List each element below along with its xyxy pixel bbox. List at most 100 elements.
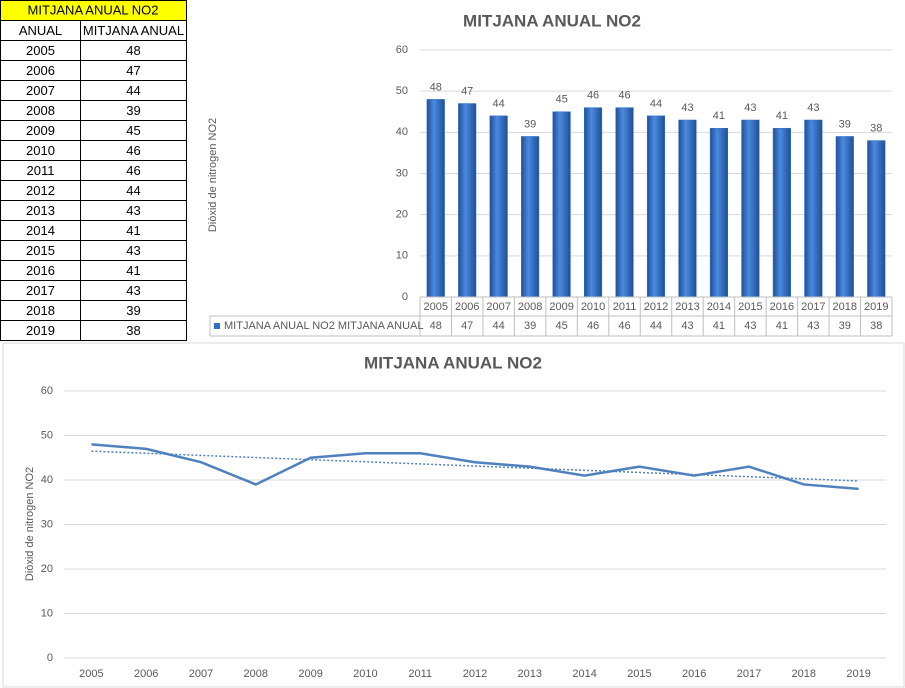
data-label: 47 [461,85,473,97]
table-value: 44 [493,320,505,332]
x-tick-label: 2006 [134,668,158,680]
x-tick-label: 2018 [833,301,857,313]
data-label: 44 [650,98,662,110]
bar [521,136,540,298]
x-tick-label: 2012 [644,301,668,313]
bar [741,119,760,298]
bar [426,99,445,298]
cell-text: 46 [126,143,140,158]
cell-text: 2008 [26,103,55,118]
data-label: 39 [524,118,536,130]
legend-label: MITJANA ANUAL NO2 MITJANA ANUAL [224,320,423,332]
bar [835,136,854,298]
cell-text: 45 [126,123,140,138]
cell-text: 2012 [26,183,55,198]
x-tick-label: 2014 [707,301,731,313]
y-axis-label: Diòxid de nitrogen NO2 [207,118,219,232]
y-tick-label: 10 [396,250,408,262]
x-tick-label: 2019 [846,668,870,680]
chart-frame [2,342,905,688]
x-tick-label: 2007 [486,301,510,313]
header-text: MITJANA ANUAL [83,23,184,38]
cell-text: 38 [126,323,140,338]
y-tick-label: 20 [41,563,53,575]
cell-text: 41 [126,223,140,238]
bar [615,107,634,298]
y-tick-label: 30 [41,518,53,530]
cell-text: 43 [126,243,140,258]
table-value: 39 [524,320,536,332]
cell-text: 2016 [26,263,55,278]
x-tick-label: 2016 [770,301,794,313]
cell-text: 43 [126,203,140,218]
y-tick-label: 40 [41,474,53,486]
data-label: 43 [744,102,756,114]
legend-marker [214,323,220,329]
x-tick-label: 2013 [518,668,542,680]
data-label: 41 [776,110,788,122]
x-tick-label: 2017 [737,668,761,680]
table-value: 46 [587,320,599,332]
table-value: 43 [681,320,693,332]
table-value: 44 [650,320,662,332]
cell-text: 2007 [26,83,55,98]
y-tick-label: 60 [41,385,53,397]
cell-text: 47 [126,63,140,78]
y-tick-label: 30 [396,167,408,179]
x-tick-label: 2017 [801,301,825,313]
cell-text: 44 [126,83,140,98]
bar [489,115,508,298]
y-axis-label: Diòxid de nitrogen NO2 [24,467,36,581]
x-tick-label: 2006 [455,301,479,313]
x-tick-label: 2019 [864,301,888,313]
chart-title: MITJANA ANUAL NO2 [364,353,542,372]
table-value: 46 [618,320,630,332]
data-label: 48 [430,81,442,93]
bar [709,127,728,298]
table-value: 38 [870,320,882,332]
y-tick-label: 40 [396,126,408,138]
table-value: 43 [807,320,819,332]
x-tick-label: 2011 [408,668,432,680]
x-tick-label: 2014 [572,668,596,680]
cell-text: 46 [126,163,140,178]
cell-text: 2018 [26,303,55,318]
x-tick-label: 2005 [79,668,103,680]
data-label: 39 [839,118,851,130]
table-value: 41 [776,320,788,332]
data-label: 43 [807,102,819,114]
x-tick-label: 2015 [738,301,762,313]
cell-text: 2005 [26,43,55,58]
cell-text: 2011 [27,163,55,178]
cell-text: 43 [126,283,140,298]
chart-title: MITJANA ANUAL NO2 [463,11,641,30]
y-tick-label: 60 [396,44,408,56]
cell-text: 2006 [26,63,55,78]
cell-text: 2017 [26,283,55,298]
table-value: 43 [744,320,756,332]
table-title: MITJANA ANUAL NO2 [28,2,159,17]
x-tick-label: 2010 [581,301,605,313]
data-label: 46 [618,90,630,102]
x-tick-label: 2009 [549,301,573,313]
y-tick-label: 50 [41,429,53,441]
bar [552,111,571,298]
data-label: 45 [555,94,567,106]
y-tick-label: 10 [41,607,53,619]
x-tick-label: 2009 [298,668,322,680]
cell-text: 39 [126,303,140,318]
y-tick-label: 0 [402,291,408,303]
data-label: 46 [587,90,599,102]
x-tick-label: 2016 [682,668,706,680]
x-tick-label: 2011 [613,301,637,313]
y-tick-label: 50 [396,85,408,97]
x-tick-label: 2013 [675,301,699,313]
data-label: 38 [870,122,882,134]
table-value: 47 [461,320,473,332]
table-value: 48 [430,320,442,332]
data-label: 44 [493,98,505,110]
trendline [91,450,859,482]
x-tick-label: 2008 [518,301,542,313]
